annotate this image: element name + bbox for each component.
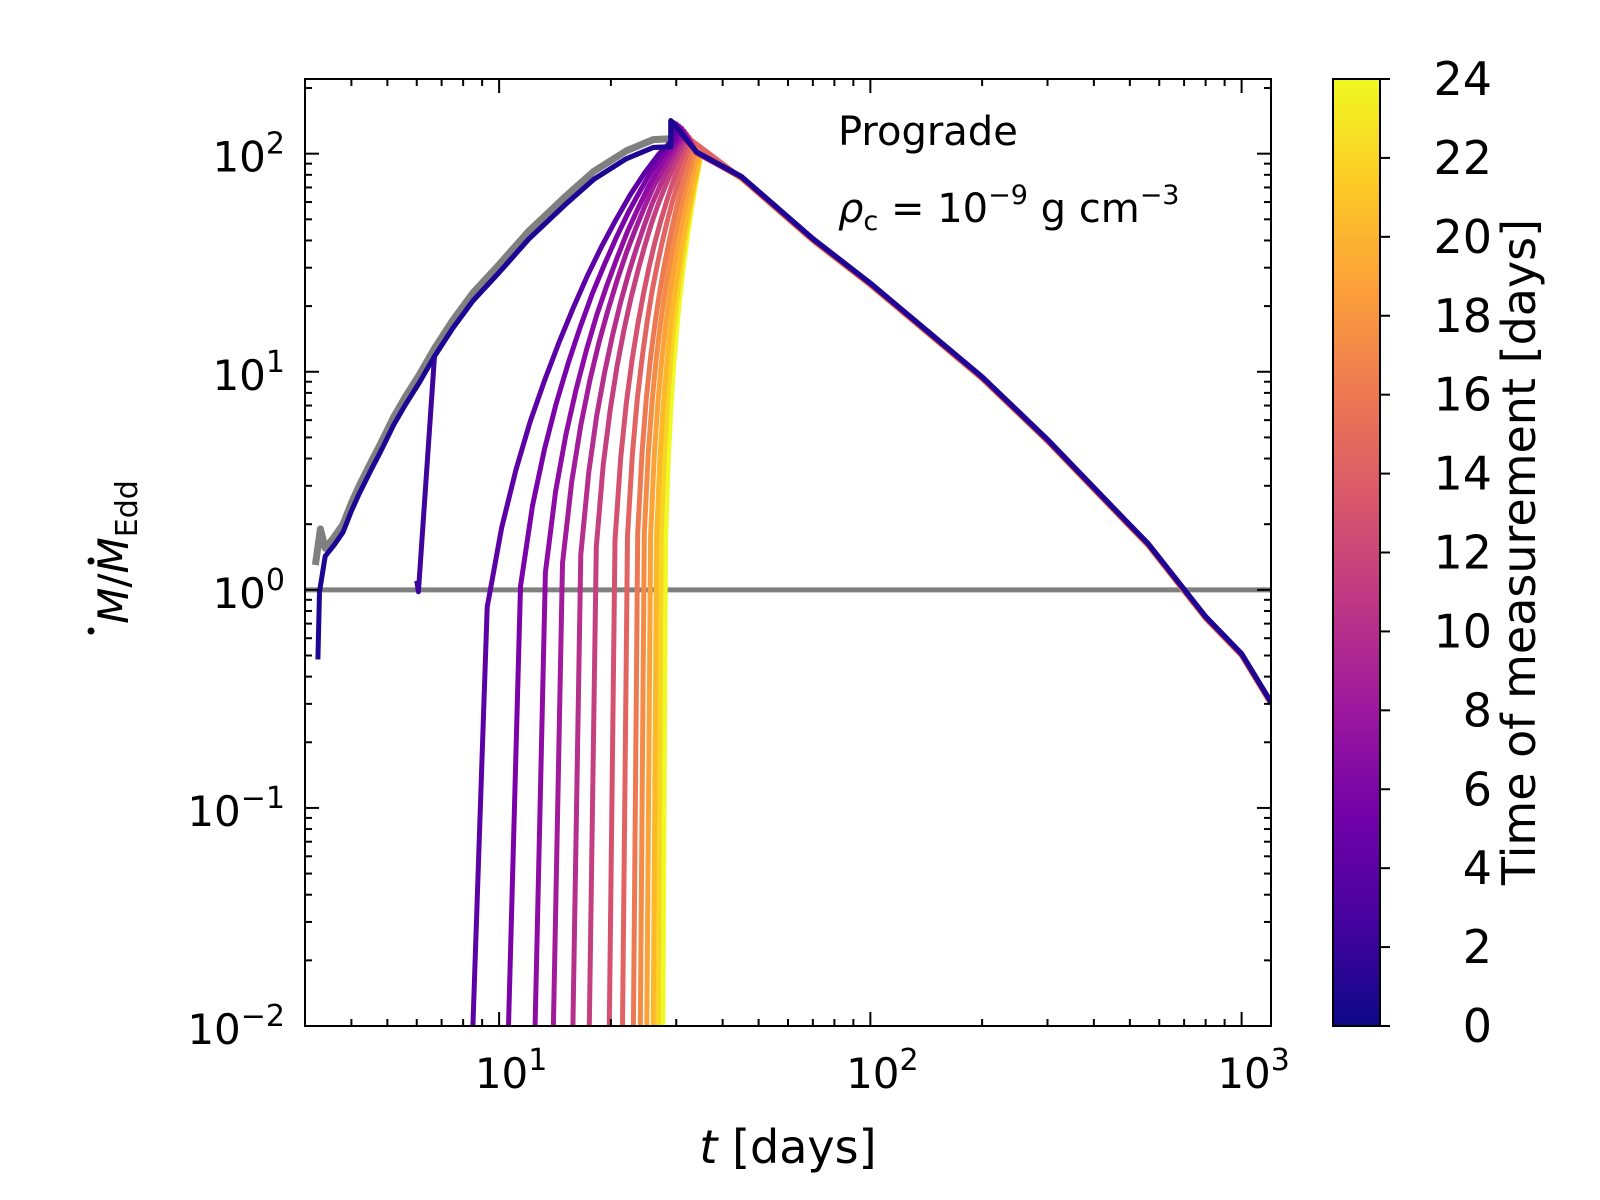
plot-frame xyxy=(304,78,1272,1027)
colorbar-tick-label: 0 xyxy=(1463,999,1492,1053)
annotation-prograde: Prograde xyxy=(838,109,1018,155)
y-label-dot-1 xyxy=(87,627,95,635)
colorbar-tick-label: 24 xyxy=(1433,52,1492,106)
x-axis-label: t [days] xyxy=(699,1120,876,1174)
annotation-density: ρc = 10−9 g cm−3 xyxy=(838,180,1180,237)
reference-curve xyxy=(311,135,671,566)
colorbar-label: Time of measurement [days] xyxy=(1492,219,1546,886)
colorbar-tick-label: 22 xyxy=(1433,131,1492,185)
colorbar-tick-label: 6 xyxy=(1463,762,1492,816)
x-tick-label: 103 xyxy=(1217,1043,1290,1098)
density-subscript: c xyxy=(863,206,878,237)
density-exponent: −9 xyxy=(988,180,1028,211)
x-tick-label: 102 xyxy=(846,1043,919,1098)
colorbar-tick-label: 10 xyxy=(1433,604,1492,658)
density-units: g cm xyxy=(1028,186,1140,232)
tick-layer: 101 102 103 10−2 10−1 100 101 102 xyxy=(187,79,1290,1098)
y-axis-label: M/MEdd xyxy=(87,480,145,635)
colorbar-tick-label: 12 xyxy=(1433,526,1492,580)
density-symbol: ρ xyxy=(838,186,863,232)
y-label-mdot-edd: M xyxy=(89,537,138,573)
density-units-exponent: −3 xyxy=(1140,180,1180,211)
colorbar-tick-label: 4 xyxy=(1463,841,1492,895)
colorbar-tick-label: 2 xyxy=(1463,920,1492,974)
y-tick-label: 101 xyxy=(212,345,285,400)
density-value: = 10 xyxy=(878,186,988,232)
colorbar-tick-label: 14 xyxy=(1433,447,1492,501)
y-tick-label: 102 xyxy=(212,127,285,182)
plot-background xyxy=(305,79,1271,1026)
y-tick-label: 100 xyxy=(212,563,285,618)
colorbar-tick-label: 20 xyxy=(1433,210,1492,264)
colorbar-tick-label: 8 xyxy=(1463,683,1492,737)
series-layer xyxy=(305,118,1271,1026)
y-label-mdot: M xyxy=(89,588,138,624)
colorbar-tick-label: 16 xyxy=(1433,368,1492,422)
y-label-subscript: Edd xyxy=(110,480,145,537)
x-tick-label: 101 xyxy=(475,1043,548,1098)
y-label-slash: / xyxy=(89,573,138,588)
colorbar xyxy=(1332,78,1381,1027)
colorbar-tick-label: 18 xyxy=(1433,289,1492,343)
y-tick-label: 10−1 xyxy=(187,781,285,836)
svg-text:M/MEdd: M/MEdd xyxy=(89,480,145,624)
y-label-dot-2 xyxy=(87,557,95,565)
y-tick-label: 10−2 xyxy=(187,999,285,1054)
series-line-t1 xyxy=(315,118,1271,704)
